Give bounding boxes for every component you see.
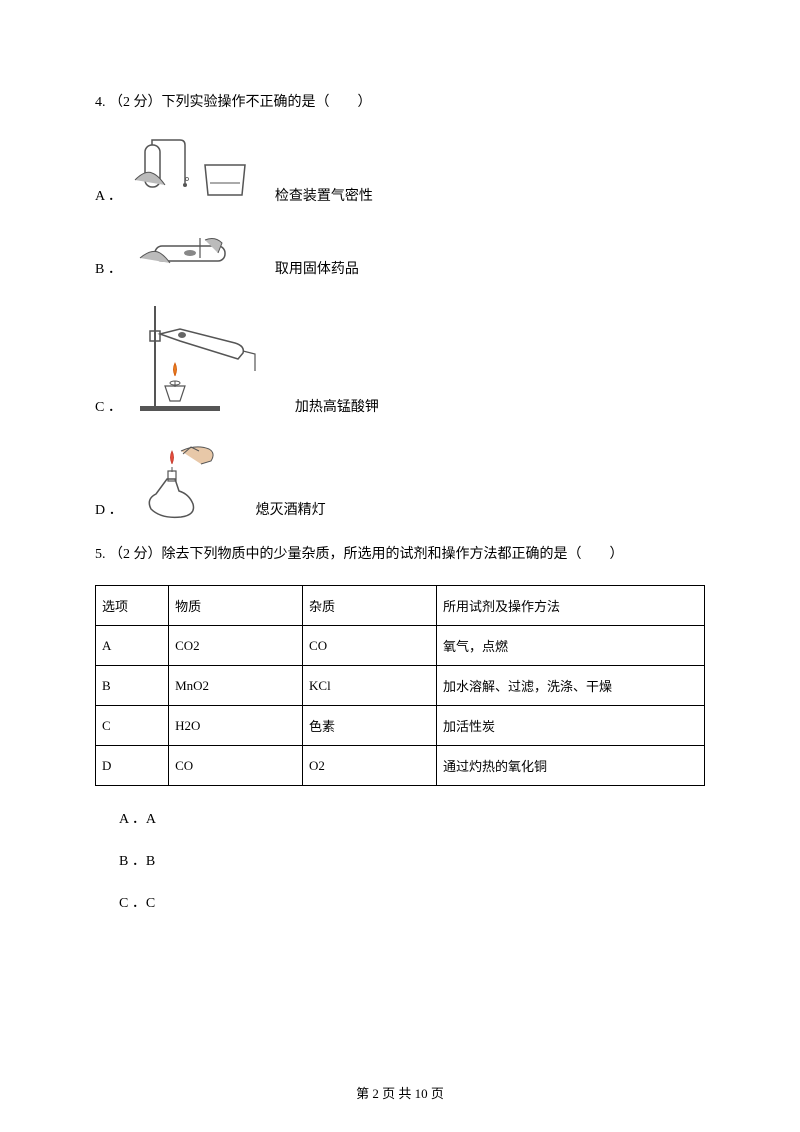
q5-text: 5. （2 分）除去下列物质中的少量杂质，所选用的试剂和操作方法都正确的是（ ） — [95, 542, 705, 567]
table-cell: C — [96, 706, 169, 746]
table-cell: 加活性炭 — [437, 706, 705, 746]
table-header-cell: 杂质 — [303, 586, 437, 626]
table-cell: CO2 — [169, 626, 303, 666]
option-label-a: A ． — [95, 185, 122, 210]
option-image-a — [130, 135, 260, 210]
q4-text: 4. （2 分）下列实验操作不正确的是（ ） — [95, 90, 705, 115]
page-footer: 第 2 页 共 10 页 — [0, 1083, 800, 1102]
option-label-d: D ． — [95, 499, 123, 524]
option-label-c: C ． — [95, 396, 122, 421]
table-row: A CO2 CO 氧气，点燃 — [96, 626, 705, 666]
option-desc-d: 熄灭酒精灯 — [256, 499, 326, 524]
table-cell: CO — [169, 746, 303, 786]
table-header-cell: 选项 — [96, 586, 169, 626]
q5-answer-a: A ．A — [95, 808, 705, 828]
table-header-cell: 物质 — [169, 586, 303, 626]
table-row: B MnO2 KCl 加水溶解、过滤，洗涤、干燥 — [96, 666, 705, 706]
q5-table: 选项 物质 杂质 所用试剂及操作方法 A CO2 CO 氧气，点燃 B MnO2… — [95, 585, 705, 786]
q5-answer-b: B ．B — [95, 850, 705, 870]
table-cell: A — [96, 626, 169, 666]
table-cell: CO — [303, 626, 437, 666]
table-cell: O2 — [303, 746, 437, 786]
q4-option-d: D ． 熄灭酒精灯 — [95, 439, 705, 524]
table-header-cell: 所用试剂及操作方法 — [437, 586, 705, 626]
table-cell: D — [96, 746, 169, 786]
option-desc-c: 加热高锰酸钾 — [295, 396, 379, 421]
table-cell: 加水溶解、过滤，洗涤、干燥 — [437, 666, 705, 706]
q5-answer-c: C ．C — [95, 892, 705, 912]
q4-option-b: B ． 取用固体药品 — [95, 228, 705, 283]
option-image-b — [130, 228, 260, 283]
option-label-b: B ． — [95, 258, 122, 283]
table-row: D CO O2 通过灼热的氧化铜 — [96, 746, 705, 786]
table-cell: MnO2 — [169, 666, 303, 706]
table-cell: KCl — [303, 666, 437, 706]
table-cell: 氧气，点燃 — [437, 626, 705, 666]
option-desc-b: 取用固体药品 — [275, 258, 359, 283]
option-desc-a: 检查装置气密性 — [275, 185, 373, 210]
option-image-d — [131, 439, 241, 524]
q4-option-a: A ． 检查装置气密性 — [95, 135, 705, 210]
table-cell: 通过灼热的氧化铜 — [437, 746, 705, 786]
table-cell: 色素 — [303, 706, 437, 746]
table-cell: H2O — [169, 706, 303, 746]
table-cell: B — [96, 666, 169, 706]
option-image-c — [130, 301, 280, 421]
q4-option-c: C ． 加热高锰酸钾 — [95, 301, 705, 421]
table-header-row: 选项 物质 杂质 所用试剂及操作方法 — [96, 586, 705, 626]
table-row: C H2O 色素 加活性炭 — [96, 706, 705, 746]
